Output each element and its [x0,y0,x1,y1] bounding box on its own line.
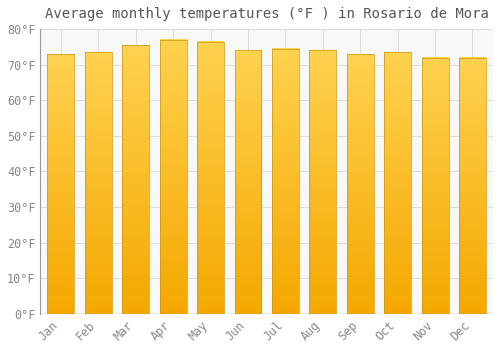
Title: Average monthly temperatures (°F ) in Rosario de Mora: Average monthly temperatures (°F ) in Ro… [44,7,488,21]
